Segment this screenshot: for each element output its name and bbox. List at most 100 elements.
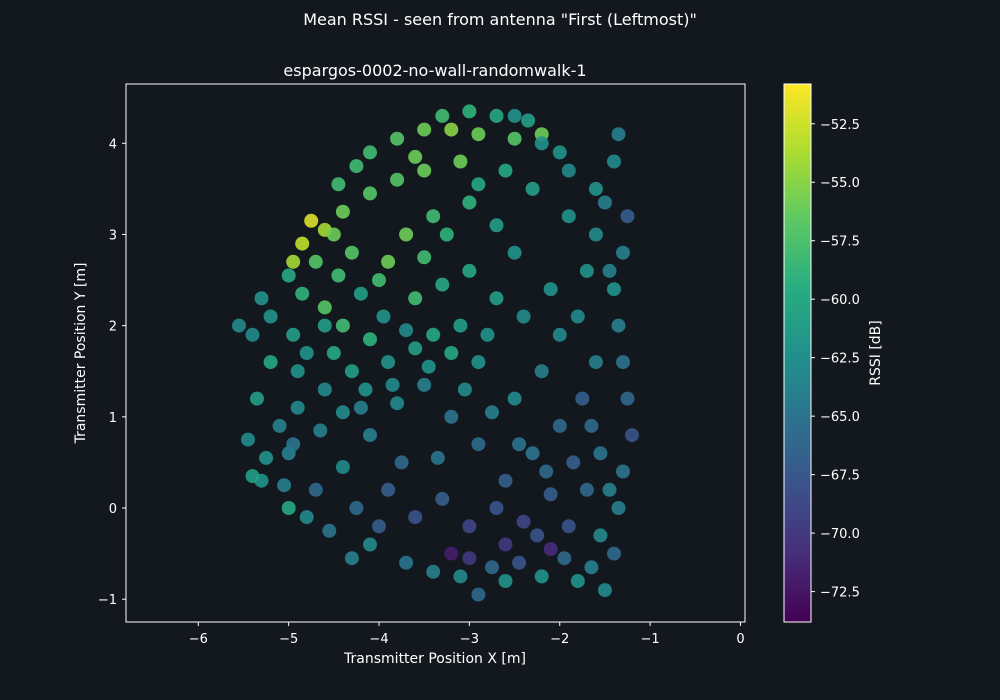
data-point <box>394 455 409 470</box>
data-point <box>543 487 558 502</box>
data-point <box>322 523 337 538</box>
data-point <box>611 318 626 333</box>
data-point <box>435 277 450 292</box>
data-point <box>597 583 612 598</box>
data-point <box>381 355 396 370</box>
colorbar-tick-label: −52.5 <box>820 118 860 133</box>
data-point <box>363 332 377 347</box>
data-point <box>453 154 468 169</box>
data-point <box>584 418 599 433</box>
data-point <box>363 186 377 201</box>
data-point <box>611 127 626 142</box>
y-axis-label: Transmitter Position Y [m] <box>73 263 89 445</box>
data-point <box>521 113 536 128</box>
data-point <box>399 227 414 242</box>
data-point <box>281 268 296 283</box>
data-point <box>552 145 567 160</box>
data-point <box>408 149 423 164</box>
data-point <box>290 400 305 415</box>
colorbar-tick-label: −70.0 <box>820 527 860 542</box>
data-point <box>344 551 359 566</box>
data-point <box>372 519 386 534</box>
data-point <box>498 163 513 178</box>
data-point <box>417 163 432 178</box>
colorbar-tick-label: −65.0 <box>820 410 860 425</box>
data-point <box>245 327 260 342</box>
data-point <box>376 309 391 324</box>
data-point <box>607 282 621 297</box>
data-point <box>286 437 301 452</box>
x-tick-label: −5 <box>279 632 298 647</box>
data-point <box>489 108 504 123</box>
data-point <box>462 104 477 119</box>
data-point <box>259 450 274 465</box>
data-point <box>534 364 549 379</box>
y-tick-label: −1 <box>98 593 117 608</box>
data-point <box>363 537 377 552</box>
data-point <box>471 587 486 602</box>
x-tick-label: −2 <box>550 632 569 647</box>
data-point <box>602 482 617 497</box>
y-axis-ticks: −1 0 1 2 3 4 <box>98 137 126 608</box>
data-point <box>462 551 477 566</box>
data-point <box>331 177 346 192</box>
data-point <box>607 154 621 169</box>
x-tick-label: −1 <box>641 632 660 647</box>
data-point <box>444 346 459 360</box>
data-point <box>290 364 305 379</box>
data-point <box>557 551 572 566</box>
data-point <box>516 309 531 324</box>
data-point <box>507 245 522 260</box>
data-point <box>588 181 603 196</box>
data-point <box>570 574 585 588</box>
data-point <box>584 560 599 575</box>
data-point <box>390 172 405 187</box>
y-tick-label: 3 <box>109 228 117 243</box>
data-point <box>593 528 608 543</box>
data-point <box>335 318 350 333</box>
data-point <box>620 391 635 406</box>
data-point <box>426 209 441 224</box>
data-point <box>408 510 423 525</box>
colorbar-tick-label: −62.5 <box>820 352 860 367</box>
data-point <box>552 418 567 433</box>
data-point <box>250 391 264 406</box>
data-point <box>299 510 314 525</box>
data-point <box>616 464 630 479</box>
data-point <box>349 501 364 515</box>
data-point <box>444 546 459 561</box>
data-point <box>435 108 450 123</box>
data-point <box>286 327 301 342</box>
data-point <box>507 391 522 406</box>
data-point <box>426 564 441 579</box>
data-point <box>471 127 486 142</box>
data-point <box>543 282 558 297</box>
colorbar-tick-label: −57.5 <box>820 235 860 250</box>
y-tick-label: 0 <box>109 502 117 517</box>
data-point <box>457 382 472 397</box>
data-point <box>588 227 603 242</box>
data-point <box>462 263 477 278</box>
data-point <box>313 423 328 438</box>
data-point <box>471 437 486 452</box>
data-point <box>317 318 332 333</box>
x-tick-label: −6 <box>189 632 208 647</box>
data-point <box>607 546 621 561</box>
figure-suptitle: Mean RSSI - seen from antenna "First (Le… <box>303 10 697 29</box>
colorbar-ticks: −52.5 −55.0 −57.5 −60.0 −62.5 −65.0 −67.5 −70.0… <box>811 118 860 601</box>
data-point <box>381 254 396 269</box>
data-point <box>530 528 545 543</box>
data-point <box>512 437 527 452</box>
data-point <box>498 473 513 488</box>
colorbar-tick-label: −67.5 <box>820 469 860 484</box>
data-point <box>335 460 350 474</box>
data-point <box>232 318 246 333</box>
data-point <box>616 355 630 370</box>
data-point <box>539 464 554 479</box>
data-point <box>543 542 558 557</box>
data-point <box>561 209 576 224</box>
data-point <box>552 327 567 342</box>
colorbar-tick-label: −55.0 <box>820 176 860 191</box>
data-point <box>579 263 594 278</box>
